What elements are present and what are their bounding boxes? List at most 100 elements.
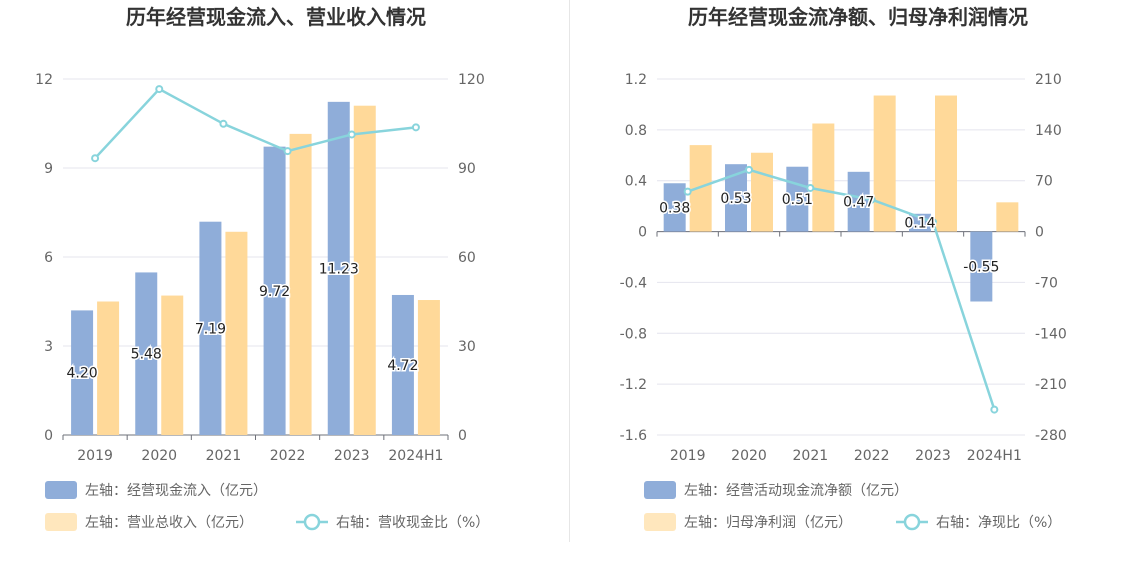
right-axis-tick-label: 60 bbox=[458, 250, 476, 266]
right-axis-tick-label: 90 bbox=[458, 161, 476, 177]
left-axis-tick-label: -1.2 bbox=[620, 377, 647, 393]
right-axis-tick-label: 120 bbox=[458, 72, 485, 88]
ratio-point bbox=[745, 165, 753, 174]
right-axis-tick-label: 210 bbox=[1035, 72, 1062, 88]
left-axis-tick-label: 0.4 bbox=[625, 174, 647, 190]
bar-data-label: 0.53 bbox=[720, 191, 751, 207]
ratio-line bbox=[94, 87, 417, 160]
bar-primary bbox=[263, 146, 286, 435]
ratio-point bbox=[990, 405, 999, 414]
right-axis-tick-label: 70 bbox=[1035, 174, 1053, 190]
x-axis-category-label: 2021 bbox=[206, 448, 242, 464]
chart-title: 历年经营现金流入、营业收入情况 bbox=[126, 5, 426, 29]
ratio-point bbox=[219, 119, 228, 128]
legend-swatch bbox=[45, 513, 77, 531]
ratio-line bbox=[687, 168, 996, 410]
ratio-point bbox=[347, 130, 356, 139]
bar-primary bbox=[970, 231, 993, 302]
bar-secondary bbox=[812, 123, 835, 232]
x-axis-category-label: 2022 bbox=[270, 448, 306, 464]
ratio-point bbox=[411, 123, 420, 132]
bar-secondary bbox=[996, 202, 1019, 232]
right-axis-tick-label: 30 bbox=[458, 339, 476, 355]
x-axis-category-label: 2023 bbox=[915, 448, 951, 464]
chart-panel-netcash-profit: 历年经营现金流净额、归母净利润情况 -1.6 -1.2 -0.8 -0.4 0 0.4 0.8… bbox=[567, 0, 1134, 582]
x-axis-category-label: 2024H1 bbox=[967, 448, 1022, 464]
legend-swatch bbox=[644, 481, 676, 499]
ratio-point bbox=[155, 85, 164, 94]
bar-primary bbox=[135, 272, 158, 435]
x-axis-category-label: 2019 bbox=[77, 448, 113, 464]
left-axis-tick-label: 0 bbox=[638, 225, 647, 241]
ratio-point bbox=[683, 187, 692, 196]
legend-line-marker bbox=[903, 513, 921, 531]
bar-secondary bbox=[873, 95, 896, 232]
bar-primary bbox=[725, 164, 747, 232]
bar-data-label: -0.55 bbox=[963, 260, 999, 276]
left-axis-tick-label: 0.8 bbox=[625, 123, 647, 139]
bar-secondary bbox=[225, 231, 248, 435]
right-axis-tick-label: -70 bbox=[1035, 275, 1058, 291]
bar-data-label: 11.23 bbox=[319, 261, 359, 277]
bar-secondary bbox=[935, 95, 957, 232]
x-axis-category-label: 2019 bbox=[670, 448, 706, 464]
bar-primary bbox=[71, 310, 94, 435]
x-axis-category-label: 2022 bbox=[854, 448, 890, 464]
ratio-point bbox=[867, 195, 876, 204]
right-axis-tick-label: 0 bbox=[458, 428, 467, 444]
left-axis-tick-label: 9 bbox=[44, 161, 53, 177]
x-axis-category-label: 2021 bbox=[793, 448, 829, 464]
bar-secondary bbox=[689, 145, 712, 232]
right-axis-tick-label: 140 bbox=[1035, 123, 1062, 139]
x-axis-category-label: 2023 bbox=[334, 448, 370, 464]
panel-divider bbox=[569, 0, 570, 542]
bar-primary bbox=[327, 101, 350, 436]
left-axis-tick-label: 3 bbox=[44, 339, 53, 355]
bar-primary bbox=[663, 183, 686, 232]
chart-title: 历年经营现金流净额、归母净利润情况 bbox=[688, 5, 1028, 29]
left-axis-tick-label: 6 bbox=[44, 250, 53, 266]
left-axis-tick-label: 12 bbox=[35, 72, 53, 88]
bar-data-label: 5.48 bbox=[131, 347, 162, 363]
bar-data-label: 4.20 bbox=[66, 366, 97, 382]
bar-data-label: 0.51 bbox=[782, 192, 813, 208]
ratio-point bbox=[806, 183, 815, 192]
left-axis-tick-label: -1.6 bbox=[620, 428, 647, 444]
left-axis-tick-label: 1.2 bbox=[625, 72, 647, 88]
ratio-point bbox=[283, 147, 292, 156]
bar-secondary bbox=[161, 295, 184, 435]
legend-label: 右轴：净现比（%） bbox=[936, 515, 1061, 531]
left-axis-tick-label: 0 bbox=[44, 428, 53, 444]
bar-data-label: 7.19 bbox=[195, 321, 226, 337]
bar-data-label: 0.38 bbox=[659, 200, 690, 216]
x-axis-category-label: 2020 bbox=[731, 448, 767, 464]
left-axis-tick-label: -0.4 bbox=[620, 275, 647, 291]
bar-data-label: 9.72 bbox=[259, 284, 290, 300]
ratio-point bbox=[91, 154, 100, 163]
right-axis-tick-label: 0 bbox=[1035, 225, 1044, 241]
bar-secondary bbox=[417, 300, 440, 435]
chart-netcash-profit: 历年经营现金流净额、归母净利润情况 -1.6 -1.2 -0.8 -0.4 0 0.4 0.8… bbox=[620, 5, 1067, 531]
legend-label: 左轴：经营现金流入（亿元） bbox=[85, 483, 267, 499]
bar-secondary bbox=[97, 301, 120, 435]
right-axis-tick-label: -280 bbox=[1035, 428, 1067, 444]
legend-label: 右轴：营收现金比（%） bbox=[336, 515, 489, 531]
right-axis-tick-label: -210 bbox=[1035, 377, 1067, 393]
bar-primary bbox=[847, 171, 870, 232]
legend-label: 左轴：营业总收入（亿元） bbox=[85, 515, 253, 531]
bar-data-label: 4.72 bbox=[387, 358, 418, 374]
bar-secondary bbox=[751, 152, 773, 232]
bar-primary bbox=[391, 294, 414, 435]
chart-panel-cashflow-revenue: 历年经营现金流入、营业收入情况 0 3 6 9 12 0 30 60 90 120 2019 2020 2… bbox=[0, 0, 567, 582]
bar-data-label: 0.14 bbox=[904, 216, 935, 232]
legend-label: 左轴：经营活动现金流净额（亿元） bbox=[684, 483, 908, 499]
right-axis-tick-label: -140 bbox=[1035, 326, 1067, 342]
legend-label: 左轴：归母净利润（亿元） bbox=[684, 514, 852, 531]
x-axis-category-label: 2024H1 bbox=[388, 448, 443, 464]
bar-secondary bbox=[353, 105, 376, 435]
x-axis-category-label: 2020 bbox=[141, 448, 177, 464]
legend-swatch bbox=[45, 481, 77, 499]
ratio-point bbox=[929, 218, 937, 227]
bar-secondary bbox=[289, 133, 312, 435]
